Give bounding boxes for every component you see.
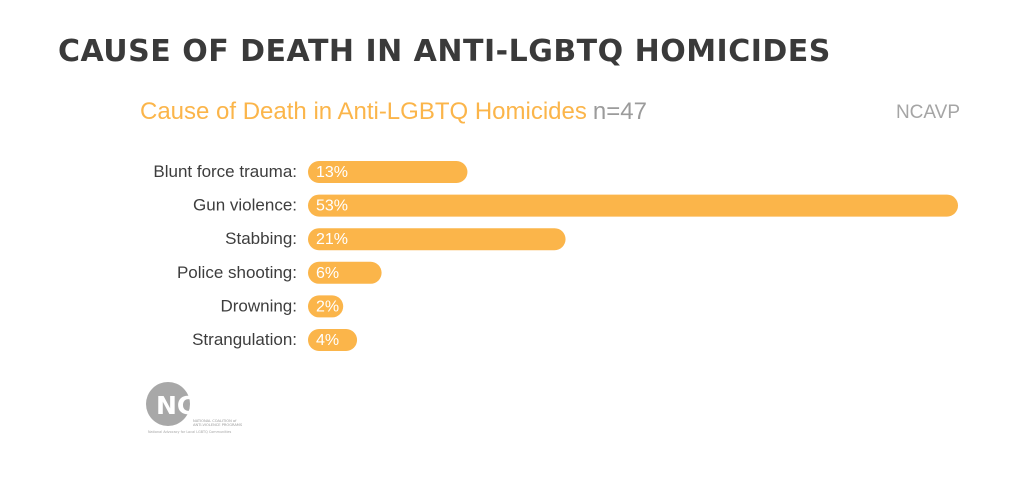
page-heading: Cause of Death in Anti-LGBTQ Homicides [58, 34, 831, 69]
svg-text:NCAVP: NCAVP [156, 391, 251, 420]
bar-value-label: 4% [316, 332, 339, 349]
bar-chart: Blunt force trauma: 13% Gun violence: 53% St… [153, 161, 958, 351]
category-label: Stabbing: [225, 229, 297, 248]
chart-title-text: Cause of Death in Anti-LGBTQ Homicides [140, 98, 587, 125]
bar [308, 329, 358, 351]
category-label: Police shooting: [177, 263, 297, 282]
svg-text:NATIONAL COALITION of: NATIONAL COALITION of [193, 419, 237, 423]
chart-header: Cause of Death in Anti-LGBTQ Homicides n=… [140, 98, 960, 132]
bar [308, 228, 566, 251]
source-label: NCAVP [895, 102, 960, 123]
chart-title: Cause of Death in Anti-LGBTQ Homicides n=… [140, 98, 647, 126]
ncavp-logo: NCAVP NATIONAL COALITION of ANTI-VIOLENC… [146, 382, 251, 434]
bar [308, 261, 382, 284]
category-label: Strangulation: [192, 330, 297, 349]
category-label: Drowning: [220, 296, 297, 315]
bar-value-label: 53% [316, 198, 348, 215]
bar-value-label: 13% [316, 164, 348, 181]
category-label: Blunt force trauma: [153, 162, 297, 181]
sample-size-label: n=47 [592, 98, 647, 125]
bar-value-label: 21% [316, 231, 348, 248]
category-label: Gun violence: [193, 196, 297, 215]
svg-text:National Advocacy for Local LG: National Advocacy for Local LGBTQ Commun… [148, 430, 232, 434]
bar [308, 194, 958, 217]
bar-value-label: 6% [316, 265, 339, 282]
bar-value-label: 2% [316, 298, 339, 315]
bar [308, 161, 468, 183]
svg-text:ANTI-VIOLENCE PROGRAMS: ANTI-VIOLENCE PROGRAMS [193, 423, 243, 427]
bar [308, 295, 344, 318]
